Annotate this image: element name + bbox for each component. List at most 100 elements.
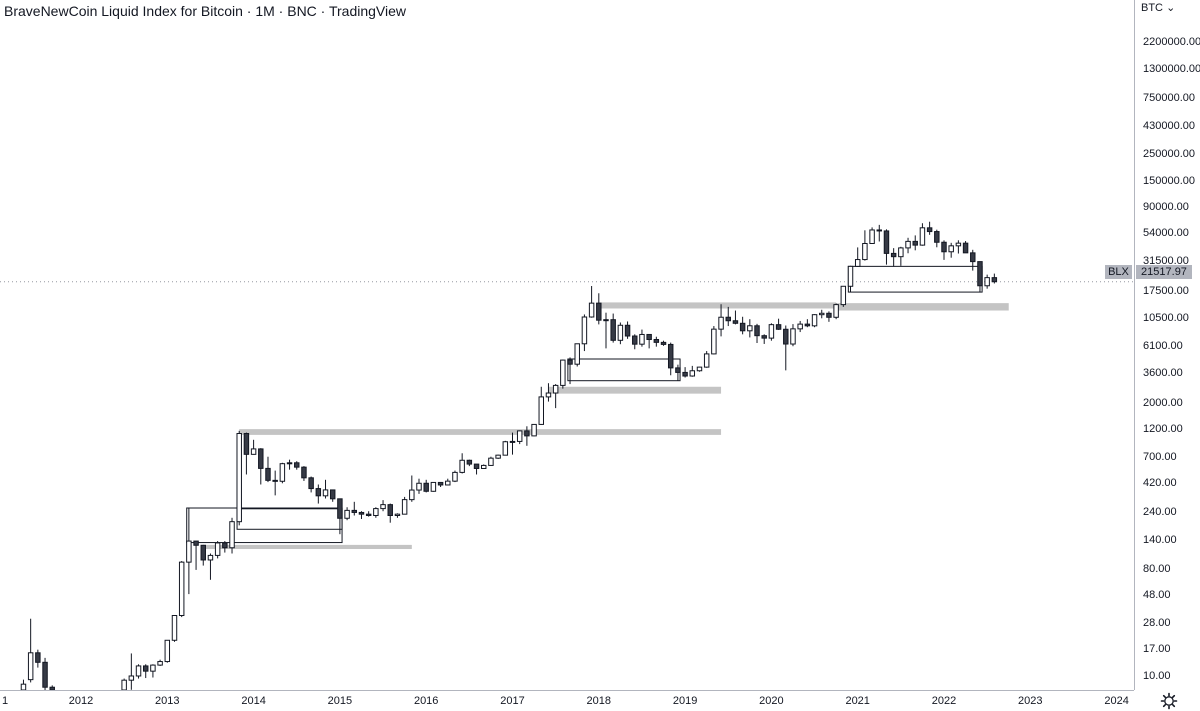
candle-up (452, 471, 458, 482)
candle-up (984, 277, 990, 287)
candle-down (596, 302, 602, 321)
chevron-down-icon: ⌄ (1166, 2, 1176, 14)
candle-up (768, 324, 775, 339)
candle-down (675, 367, 681, 373)
time-tick: 2024 (1104, 695, 1129, 707)
candle-up (639, 333, 645, 345)
candle-up (948, 245, 954, 253)
candle-up (862, 243, 868, 261)
candle-down (883, 230, 890, 254)
price-scale[interactable]: 2200000.00 1300000.00 750000.00 430000.00 25… (1134, 0, 1200, 690)
price-tick: 31500.00 (1143, 255, 1189, 268)
candle-down (222, 542, 228, 549)
candle-down (754, 325, 760, 337)
time-tick: 2018 (586, 695, 612, 707)
candle-down (725, 316, 731, 322)
price-chart[interactable] (0, 0, 1134, 690)
candle-down (682, 371, 688, 377)
candle-down (466, 459, 473, 465)
time-tick: 2021 (845, 695, 870, 707)
price-tick: 54000.00 (1143, 227, 1189, 240)
candle-up (797, 323, 803, 330)
candle-down (876, 229, 883, 232)
currency-selector[interactable]: BTC ⌄ (1141, 1, 1175, 14)
candle-down (49, 686, 55, 690)
price-tick: 3600.00 (1143, 366, 1183, 379)
candle-down (941, 241, 947, 253)
candle-up (819, 312, 825, 316)
candle-up (854, 259, 861, 267)
candle-down (387, 504, 393, 516)
time-tick: 1 (1, 695, 9, 707)
candle-down (890, 252, 897, 258)
candle-up (581, 316, 588, 345)
candle-up (574, 343, 580, 365)
candle-up (531, 423, 537, 437)
candle-up (207, 554, 214, 561)
candle-down (732, 320, 739, 324)
price-tick: 700.00 (1143, 451, 1177, 464)
candle-up (790, 328, 796, 345)
candle-down (934, 231, 940, 243)
candle-down (272, 479, 278, 482)
candle-up (552, 384, 559, 394)
candle-down (243, 433, 250, 455)
price-tick: 2200000.00 (1143, 36, 1200, 49)
candle-down (991, 277, 998, 283)
candle-up (898, 247, 904, 258)
candle-up (459, 459, 465, 473)
candle-up (481, 464, 487, 469)
price-tick: 750000.00 (1143, 91, 1195, 104)
candle-down (970, 252, 976, 263)
candle-down (739, 322, 746, 332)
candle-up (747, 325, 753, 332)
time-tick: 2017 (500, 695, 525, 707)
candle-down (660, 341, 667, 345)
candle-up (394, 513, 401, 516)
price-tick: 6100.00 (1143, 339, 1183, 352)
price-tick: 420.00 (1143, 477, 1177, 490)
gear-icon[interactable] (1160, 692, 1178, 710)
candle-down (351, 509, 358, 513)
candle-down (315, 488, 322, 497)
price-tick: 1300000.00 (1143, 63, 1200, 76)
candle-down (653, 338, 660, 343)
candle-down (329, 489, 336, 500)
candle-up (171, 615, 178, 641)
candle-up (157, 661, 163, 666)
price-tick: 28.00 (1143, 616, 1171, 629)
candle-down (337, 498, 343, 519)
time-tick: 2019 (672, 695, 698, 707)
candle-up (502, 441, 509, 456)
price-tick: 90000.00 (1143, 201, 1189, 214)
price-tick: 1200.00 (1143, 423, 1183, 436)
candle-down (193, 540, 199, 546)
candle-up (380, 504, 386, 510)
candle-up (445, 480, 451, 486)
candle-up (545, 392, 552, 398)
candle-down (365, 513, 372, 516)
candle-up (955, 242, 962, 247)
candle-down (200, 544, 206, 561)
candle-up (236, 433, 242, 523)
time-tick: 2012 (68, 695, 94, 707)
candle-down (473, 463, 480, 469)
candle-up (560, 359, 566, 386)
candle-up (279, 463, 286, 482)
candle-up (344, 509, 350, 519)
currency-label: BTC (1141, 2, 1163, 14)
candle-down (142, 665, 149, 672)
support-zone (203, 544, 412, 550)
last-price-badge: 21517.97 (1136, 265, 1192, 279)
support-zone (598, 302, 837, 309)
candle-up (135, 665, 142, 677)
support-zone (239, 429, 722, 435)
candle-up (869, 229, 875, 245)
candle-down (42, 661, 48, 688)
candle-down (423, 482, 429, 492)
candle-down (646, 333, 652, 340)
time-scale[interactable]: 1 2012 2013 2014 2015 2016 2017 2018 2019 2020 202… (0, 690, 1134, 711)
candle-up (588, 302, 595, 318)
candle-up (488, 457, 494, 466)
candle-down (775, 324, 782, 330)
